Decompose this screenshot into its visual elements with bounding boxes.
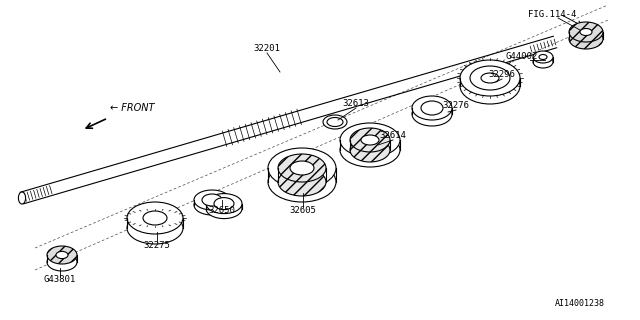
Ellipse shape xyxy=(470,66,510,90)
Ellipse shape xyxy=(533,51,553,63)
Ellipse shape xyxy=(539,54,547,60)
Text: G43801: G43801 xyxy=(44,276,76,284)
Ellipse shape xyxy=(268,148,336,188)
Ellipse shape xyxy=(323,115,347,129)
Ellipse shape xyxy=(412,102,452,126)
Ellipse shape xyxy=(268,162,336,202)
Ellipse shape xyxy=(202,194,222,206)
Ellipse shape xyxy=(278,168,326,196)
Text: ← FRONT: ← FRONT xyxy=(110,103,154,113)
Ellipse shape xyxy=(290,161,314,175)
Ellipse shape xyxy=(533,56,553,68)
Ellipse shape xyxy=(47,246,77,264)
Ellipse shape xyxy=(206,199,242,219)
Ellipse shape xyxy=(350,128,390,152)
Ellipse shape xyxy=(569,29,603,49)
Ellipse shape xyxy=(127,212,183,244)
Ellipse shape xyxy=(327,117,343,126)
Ellipse shape xyxy=(206,194,242,214)
Text: 32276: 32276 xyxy=(443,100,469,109)
Ellipse shape xyxy=(460,68,520,104)
Ellipse shape xyxy=(194,195,230,215)
Ellipse shape xyxy=(340,133,400,167)
Text: 32201: 32201 xyxy=(253,44,280,52)
Ellipse shape xyxy=(412,96,452,120)
Ellipse shape xyxy=(580,28,592,36)
Text: 32296: 32296 xyxy=(488,69,515,78)
Ellipse shape xyxy=(350,138,390,162)
Ellipse shape xyxy=(47,253,77,271)
Text: 32613: 32613 xyxy=(342,99,369,108)
Text: 32650: 32650 xyxy=(209,205,236,214)
Ellipse shape xyxy=(481,73,499,83)
Ellipse shape xyxy=(569,22,603,42)
Ellipse shape xyxy=(214,198,234,210)
Ellipse shape xyxy=(127,202,183,234)
Ellipse shape xyxy=(361,135,379,145)
Text: FIG.114-4: FIG.114-4 xyxy=(528,10,576,19)
Text: 32275: 32275 xyxy=(143,241,170,250)
Ellipse shape xyxy=(143,211,167,225)
Ellipse shape xyxy=(340,123,400,157)
Ellipse shape xyxy=(19,192,26,204)
Ellipse shape xyxy=(56,252,68,259)
Text: G44002: G44002 xyxy=(506,52,538,60)
Ellipse shape xyxy=(421,101,443,115)
Text: 32614: 32614 xyxy=(380,131,406,140)
Ellipse shape xyxy=(194,190,230,210)
Ellipse shape xyxy=(460,60,520,96)
Text: AI14001238: AI14001238 xyxy=(555,299,605,308)
Text: 32605: 32605 xyxy=(289,205,316,214)
Ellipse shape xyxy=(278,154,326,182)
